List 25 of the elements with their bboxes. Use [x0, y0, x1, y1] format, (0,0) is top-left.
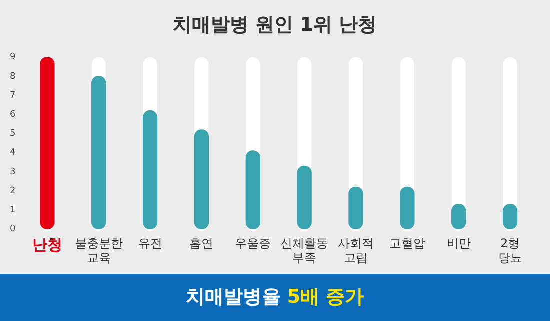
x-tick-label: 사회적 고립	[338, 236, 374, 265]
y-tick-label: 7	[10, 90, 16, 101]
x-tick-label: 불충분한 교육	[74, 236, 123, 265]
y-tick-label: 9	[10, 52, 16, 63]
x-tick-label: 흡연	[190, 236, 214, 251]
y-tick-label: 4	[10, 148, 16, 158]
x-tick-label: 신체활동 부족	[280, 236, 329, 265]
y-tick-label: 3	[10, 167, 16, 178]
chart-title: 치매발병 원인 1위 난청	[172, 13, 378, 38]
y-tick-label: 0	[10, 224, 16, 235]
x-tick-label: 고혈압	[389, 236, 426, 251]
x-tick-label: 유전	[138, 236, 162, 251]
x-tick-label: 우울증	[235, 236, 272, 251]
bar	[348, 186, 364, 230]
y-tick-label: 1	[10, 205, 16, 216]
bar	[400, 186, 415, 230]
x-tick-label: 비만	[446, 236, 471, 251]
y-tick-label: 2	[10, 186, 16, 196]
text: 5배 증가	[287, 286, 364, 308]
x-tick-label: 난청	[32, 236, 62, 254]
y-tick-label: 6	[10, 110, 16, 120]
x-tick-label: 2형 당뇨	[498, 236, 522, 265]
y-tick-label: 5	[10, 129, 16, 140]
y-tick-label: 8	[10, 72, 16, 82]
text: 치매발병율	[186, 286, 281, 308]
